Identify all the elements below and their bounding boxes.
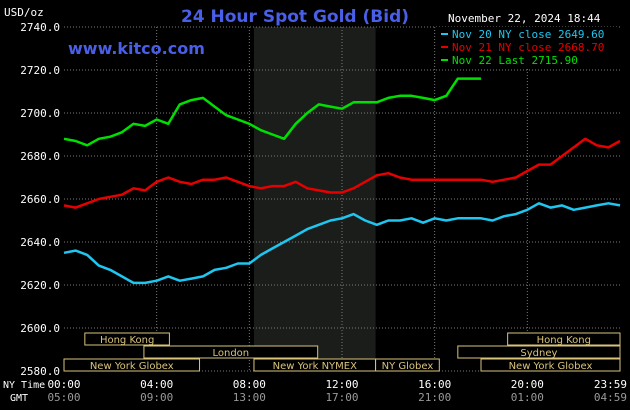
nymex-shaded-region: [253, 27, 376, 371]
y-tick-label: 2680.0: [20, 150, 60, 163]
market-band: [143, 345, 319, 359]
x-tick-label-gmt: 05:00: [47, 391, 80, 404]
y-tick-label: 2740.0: [20, 21, 60, 34]
market-label: Hong Kong: [100, 335, 154, 346]
market-label: New York Globex: [509, 361, 593, 372]
x-tick-label-ny: 20:00: [511, 378, 544, 391]
x-axis-label-gmt: GMT: [10, 393, 28, 404]
grid-lines: [64, 26, 620, 372]
x-tick-label-ny: 00:00: [47, 378, 80, 391]
market-label: New York NYMEX: [273, 361, 358, 372]
x-tick-label-ny: 08:00: [233, 378, 266, 391]
x-tick-label-gmt: 04:59: [594, 391, 627, 404]
x-tick-label-gmt: 21:00: [418, 391, 451, 404]
legend-box: [436, 27, 618, 68]
market-band: [375, 358, 440, 372]
x-tick-label-gmt: 17:00: [325, 391, 358, 404]
y-tick-labels: 2740.0 2720.0 2700.0 2680.0 2660.0 2640.0 2620…: [20, 21, 60, 378]
market-label: NY Globex: [382, 361, 434, 372]
series-line: [63, 202, 621, 285]
series-lines: [63, 77, 621, 285]
legend-entry: Nov 21 NY close 2668.70: [452, 41, 604, 54]
y-tick-label: 2580.0: [20, 365, 60, 378]
market-label: Sydney: [520, 348, 557, 359]
y-tick-label: 2660.0: [20, 193, 60, 206]
chart-title: 24 Hour Spot Gold (Bid): [181, 7, 409, 27]
market-band: [84, 332, 170, 346]
y-tick-label: 2720.0: [20, 64, 60, 77]
market-label: London: [212, 348, 249, 359]
x-tick-label-gmt: 01:00: [511, 391, 544, 404]
y-tick-label: 2700.0: [20, 107, 60, 120]
y-tick-label: 2620.0: [20, 279, 60, 292]
y-axis-label: USD/oz: [4, 6, 44, 19]
site-watermark: www.kitco.com: [68, 39, 205, 58]
market-band: [507, 332, 621, 346]
legend-entry: Nov 22 Last 2715.90: [452, 54, 578, 67]
x-tick-label-gmt: 09:00: [140, 391, 173, 404]
series-line: [63, 137, 621, 209]
market-label: New York Globex: [90, 361, 174, 372]
y-tick-label: 2640.0: [20, 236, 60, 249]
x-tick-label-gmt: 13:00: [233, 391, 266, 404]
x-tick-label-ny: 16:00: [418, 378, 451, 391]
market-band: [480, 358, 621, 372]
x-tick-label-ny: 12:00: [325, 378, 358, 391]
x-axis-label-ny: NY Time: [3, 380, 45, 391]
x-tick-label-ny: 04:00: [140, 378, 173, 391]
market-hours-bands: Hong Kong Hong Kong London Sydney New York G…: [63, 332, 621, 372]
market-band: [457, 345, 621, 359]
legend-entry: Nov 20 NY close 2649.60: [452, 28, 604, 41]
x-tick-label-ny: 23:59: [594, 378, 627, 391]
market-band: [63, 358, 201, 372]
market-label: Hong Kong: [537, 335, 591, 346]
timestamp: November 22, 2024 18:44: [448, 12, 601, 25]
series-line: [63, 77, 481, 147]
y-tick-label: 2600.0: [20, 322, 60, 335]
